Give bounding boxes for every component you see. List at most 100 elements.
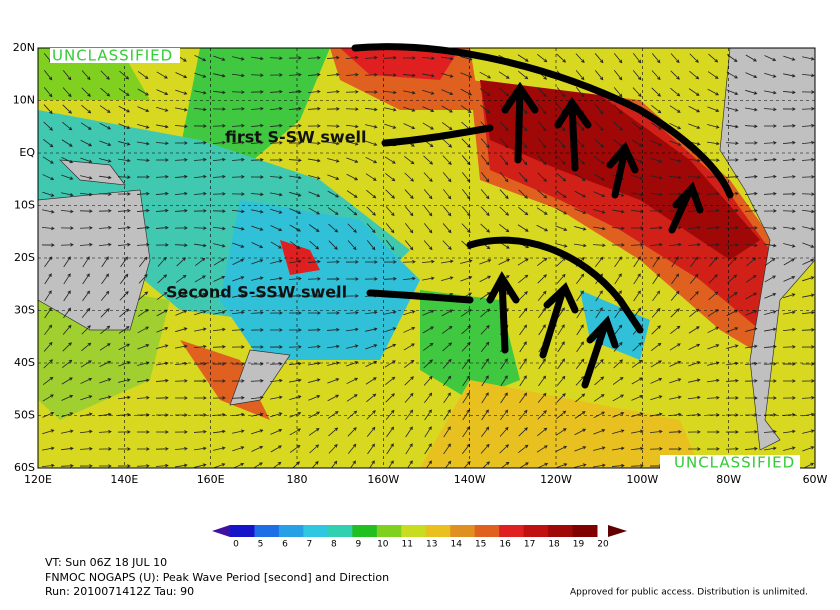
arrow: [556, 53, 566, 63]
arrow: [403, 90, 416, 95]
arrow: [61, 429, 74, 434]
arrow: [99, 122, 112, 130]
arrow: [270, 412, 283, 418]
arrow: [537, 189, 548, 199]
arrow: [383, 56, 397, 60]
arrow: [744, 361, 758, 366]
arrow: [404, 376, 414, 386]
arrow: [726, 107, 739, 112]
arrow: [689, 70, 700, 80]
arrow: [118, 361, 131, 367]
arrow: [212, 157, 226, 162]
arrow: [783, 446, 796, 451]
arrow: [555, 463, 568, 468]
arrow: [250, 175, 264, 179]
arrow: [155, 378, 169, 383]
arrow: [289, 224, 301, 232]
lon-label: 100W: [626, 473, 658, 486]
arrow: [576, 324, 584, 336]
arrow: [117, 447, 131, 451]
arrow: [688, 105, 701, 113]
arrow: [231, 379, 245, 383]
arrow: [593, 446, 606, 451]
arrow: [194, 463, 207, 468]
arrow: [98, 192, 112, 196]
arrow: [537, 274, 547, 284]
arrow: [350, 460, 356, 468]
arrow: [327, 344, 340, 349]
arrow: [764, 275, 776, 283]
arrow: [213, 258, 225, 266]
arrow: [289, 175, 302, 180]
arrow: [137, 88, 149, 96]
arrow: [136, 413, 150, 417]
arrow: [194, 327, 207, 332]
arrow: [593, 191, 606, 198]
arrow: [422, 122, 434, 130]
arrow: [557, 341, 565, 353]
arrow: [119, 70, 130, 80]
arrow: [347, 206, 358, 216]
arrow: [138, 256, 148, 267]
arrow: [763, 413, 777, 417]
arrow: [174, 191, 188, 196]
colorbar-swatch: [572, 525, 598, 537]
class-box: [50, 48, 180, 63]
arrow: [423, 189, 433, 200]
arrow: [384, 360, 396, 368]
arrow: [706, 413, 720, 417]
arrow: [328, 444, 338, 454]
arrow: [536, 445, 548, 453]
arrow: [62, 87, 72, 98]
arrow: [138, 291, 149, 301]
arrow: [231, 345, 245, 349]
arrow: [231, 90, 245, 94]
arrow: [688, 326, 700, 334]
arrow: [668, 192, 682, 196]
arrow: [499, 121, 509, 132]
arrow: [43, 359, 53, 369]
arrow: [79, 226, 93, 230]
arrow: [707, 326, 720, 334]
arrow: [62, 324, 72, 335]
arrow: [117, 208, 131, 213]
arrow: [156, 89, 169, 96]
arrow: [232, 429, 245, 434]
arrow: [536, 224, 549, 232]
arrow: [80, 395, 93, 401]
arrow: [441, 56, 454, 61]
arrow: [60, 209, 74, 214]
arrow: [270, 259, 283, 264]
arrow: [365, 327, 378, 332]
arrow: [99, 378, 112, 384]
arrow: [405, 409, 414, 421]
arrow: [137, 123, 150, 129]
arrow: [384, 123, 397, 129]
arrow: [407, 460, 413, 468]
arrow: [385, 409, 395, 420]
arrow: [518, 206, 529, 216]
colorbar-label: 10: [377, 540, 389, 550]
colorbar-label: 14: [450, 540, 462, 550]
arrow: [193, 429, 207, 434]
colorbar-swatch: [450, 525, 476, 537]
arrow: [174, 174, 188, 179]
arrow: [574, 190, 586, 198]
arrow: [612, 412, 625, 418]
arrow: [783, 293, 796, 299]
arrow: [289, 191, 302, 197]
arrow: [689, 53, 699, 63]
arrow: [61, 157, 74, 164]
lat-label: 30S: [14, 304, 35, 317]
arrow: [136, 191, 150, 196]
arrow: [193, 362, 207, 366]
arrow: [250, 328, 264, 332]
arrow: [690, 256, 698, 268]
arrow: [744, 446, 758, 451]
arrow: [652, 290, 661, 302]
arrow: [403, 310, 416, 316]
colorbar-label: 6: [282, 540, 288, 550]
arrow: [136, 430, 150, 434]
arrow: [479, 71, 492, 79]
arrow: [706, 208, 720, 213]
